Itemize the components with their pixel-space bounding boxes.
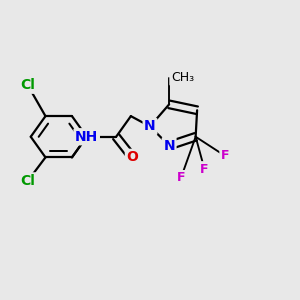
Text: CH₃: CH₃ — [171, 71, 194, 84]
Text: Cl: Cl — [20, 78, 35, 92]
Text: Cl: Cl — [20, 174, 35, 188]
Text: N: N — [163, 139, 175, 153]
Text: F: F — [221, 149, 229, 162]
Text: O: O — [126, 150, 138, 164]
Text: F: F — [200, 163, 209, 176]
Text: N: N — [144, 119, 156, 134]
Text: NH: NH — [75, 130, 98, 144]
Text: F: F — [177, 172, 185, 184]
